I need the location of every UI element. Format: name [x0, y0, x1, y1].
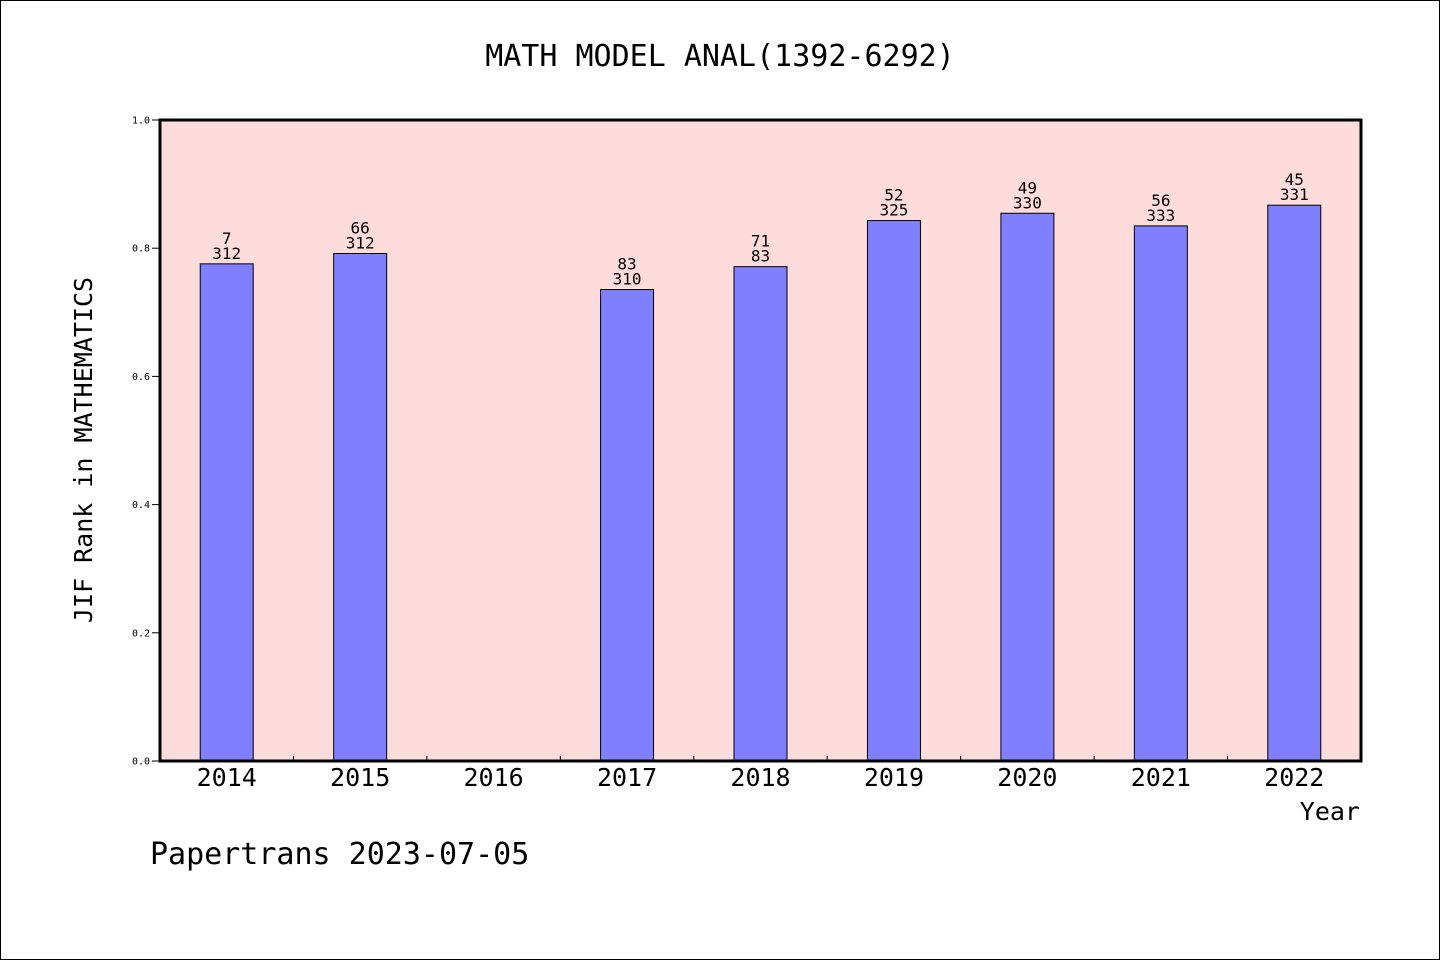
bar: [1267, 204, 1322, 762]
bar-rank-label: 71: [751, 232, 770, 251]
bar-total-label: 331: [1280, 185, 1309, 204]
bar-total-label: 333: [1146, 206, 1175, 225]
bar: [199, 263, 254, 762]
x-tick-label: 2014: [197, 763, 257, 792]
bar: [1000, 212, 1055, 762]
bar-rank-label: 7: [222, 229, 232, 248]
chart-title: MATH MODEL ANAL(1392-6292): [485, 39, 955, 74]
x-tick-label: 2021: [1131, 763, 1191, 792]
bar: [866, 220, 921, 762]
footer-text: Papertrans 2023-07-05: [150, 837, 529, 872]
x-tick-label: 2017: [597, 763, 657, 792]
y-tick-label: 0.6: [132, 372, 150, 383]
bar: [1133, 225, 1188, 762]
y-tick-label: 0.2: [132, 628, 150, 639]
y-tick-label: 1.0: [132, 116, 150, 127]
bar-total-label: 325: [879, 201, 908, 220]
bar-total-label: 330: [1013, 193, 1042, 212]
bar-total-label: 312: [346, 234, 375, 253]
bar: [333, 253, 388, 762]
bar: [733, 266, 788, 762]
y-tick-label: 0.8: [132, 244, 150, 255]
x-tick-label: 2020: [997, 763, 1057, 792]
x-tick-label: 2022: [1264, 763, 1324, 792]
bar: [600, 289, 655, 762]
bar-rank-label: 49: [1018, 178, 1037, 197]
bar-total-label: 310: [613, 270, 642, 289]
bar-rank-label: 83: [617, 255, 636, 274]
bar-rank-label: 56: [1151, 191, 1170, 210]
plot-border: [158, 118, 1363, 763]
bar-total-label: 83: [751, 247, 770, 266]
y-tick-label: 0.4: [132, 500, 150, 511]
x-tick-label: 2019: [864, 763, 924, 792]
x-tick-label: 2015: [330, 763, 390, 792]
bar-rank-label: 66: [351, 219, 370, 238]
bar-rank-label: 52: [884, 186, 903, 205]
y-axis-label: JIF Rank in MATHEMATICS: [69, 277, 98, 623]
x-tick-label: 2018: [730, 763, 790, 792]
bar-rank-label: 45: [1285, 170, 1304, 189]
bar-total-label: 312: [212, 244, 241, 263]
y-tick-label: 0.0: [132, 757, 150, 768]
x-axis-label: Year: [1300, 797, 1360, 826]
x-tick-label: 2016: [464, 763, 524, 792]
